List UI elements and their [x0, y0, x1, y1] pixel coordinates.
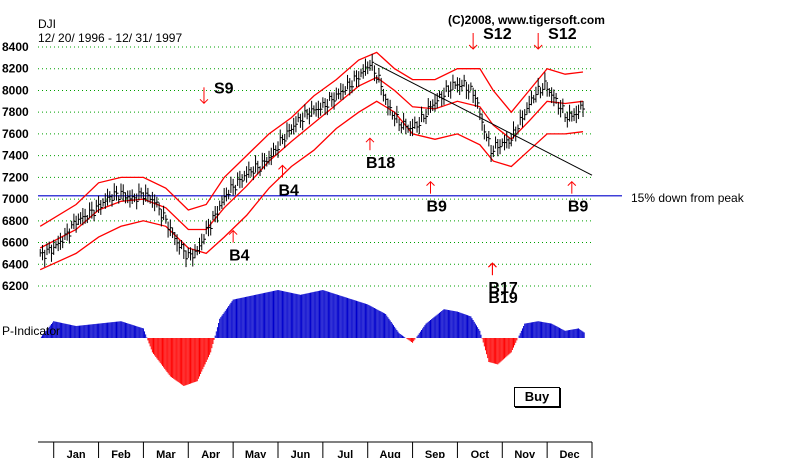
signal-label: B18 [366, 155, 395, 172]
signal-arrow-head [488, 262, 497, 268]
month-label: Sep [425, 449, 445, 458]
reference-line-label: 15% down from peak [631, 191, 745, 205]
y-axis: 8400 8200 8000 7800 7600 7400 7200 7000 6800 6600… [2, 40, 29, 293]
signal-label: S12 [548, 26, 577, 43]
month-label: May [245, 449, 267, 458]
signal-label: B4 [229, 248, 250, 265]
signal-label: B9 [427, 199, 448, 216]
copyright-credit: (C)2008, www.tigersoft.com [448, 13, 605, 27]
month-label: Jul [337, 449, 353, 458]
y-tick-label: 8400 [2, 40, 29, 54]
month-label: Apr [201, 449, 221, 458]
signal-arrow-head [426, 180, 435, 187]
signal-label: B4 [278, 182, 299, 199]
indicator-label: P-Indicator [2, 324, 60, 338]
y-tick-label: 6600 [2, 236, 29, 250]
x-axis: Jan Feb Mar Apr May Jun Jul Aug Sep Oct Nov Dec [38, 441, 593, 458]
y-tick-label: 7400 [2, 149, 29, 163]
signal-arrow-head [365, 137, 375, 143]
y-tick-label: 7000 [2, 192, 29, 206]
upper-band [39, 51, 584, 227]
signal-label: S12 [483, 26, 512, 43]
signal-arrow-head [468, 44, 478, 50]
signal-label: S9 [214, 80, 234, 97]
signal-arrow-head [533, 44, 543, 50]
month-label: Feb [111, 449, 131, 458]
y-tick-label: 8200 [2, 62, 29, 76]
signal-label: B9 [568, 199, 589, 216]
gridlines [38, 46, 592, 287]
y-tick-label: 7600 [2, 127, 29, 141]
p-indicator-histogram [40, 290, 585, 386]
signal-arrow-head [278, 164, 287, 170]
signal-arrow-head [228, 229, 238, 235]
date-range: 12/ 20/ 1996 - 12/ 31/ 1997 [38, 31, 182, 45]
y-tick-label: 7200 [2, 170, 29, 184]
y-tick-label: 6400 [2, 257, 29, 271]
signal-label: B19 [488, 290, 517, 307]
price-bands [39, 51, 584, 271]
middle-band [39, 76, 584, 249]
month-label: Aug [379, 449, 400, 458]
month-label: Oct [471, 449, 490, 458]
y-tick-label: 6800 [2, 214, 29, 228]
downtrend-line [374, 62, 593, 176]
signal-arrow-head [199, 98, 209, 105]
month-label: Dec [559, 449, 579, 458]
month-label: Jan [67, 449, 86, 458]
buy-button[interactable]: Buy [514, 387, 560, 407]
month-label: Nov [514, 449, 536, 458]
y-tick-label: 6200 [2, 279, 29, 293]
month-label: Mar [156, 449, 176, 458]
signal-label: B17 [488, 280, 517, 297]
y-tick-label: 8000 [2, 83, 29, 97]
price-bars [39, 53, 586, 268]
signal-arrow-head [567, 180, 577, 187]
trendline [374, 62, 593, 176]
y-tick-label: 7800 [2, 105, 29, 119]
month-label: Jun [291, 449, 311, 458]
lower-band [39, 100, 584, 271]
chart-title: DJI [38, 17, 56, 31]
